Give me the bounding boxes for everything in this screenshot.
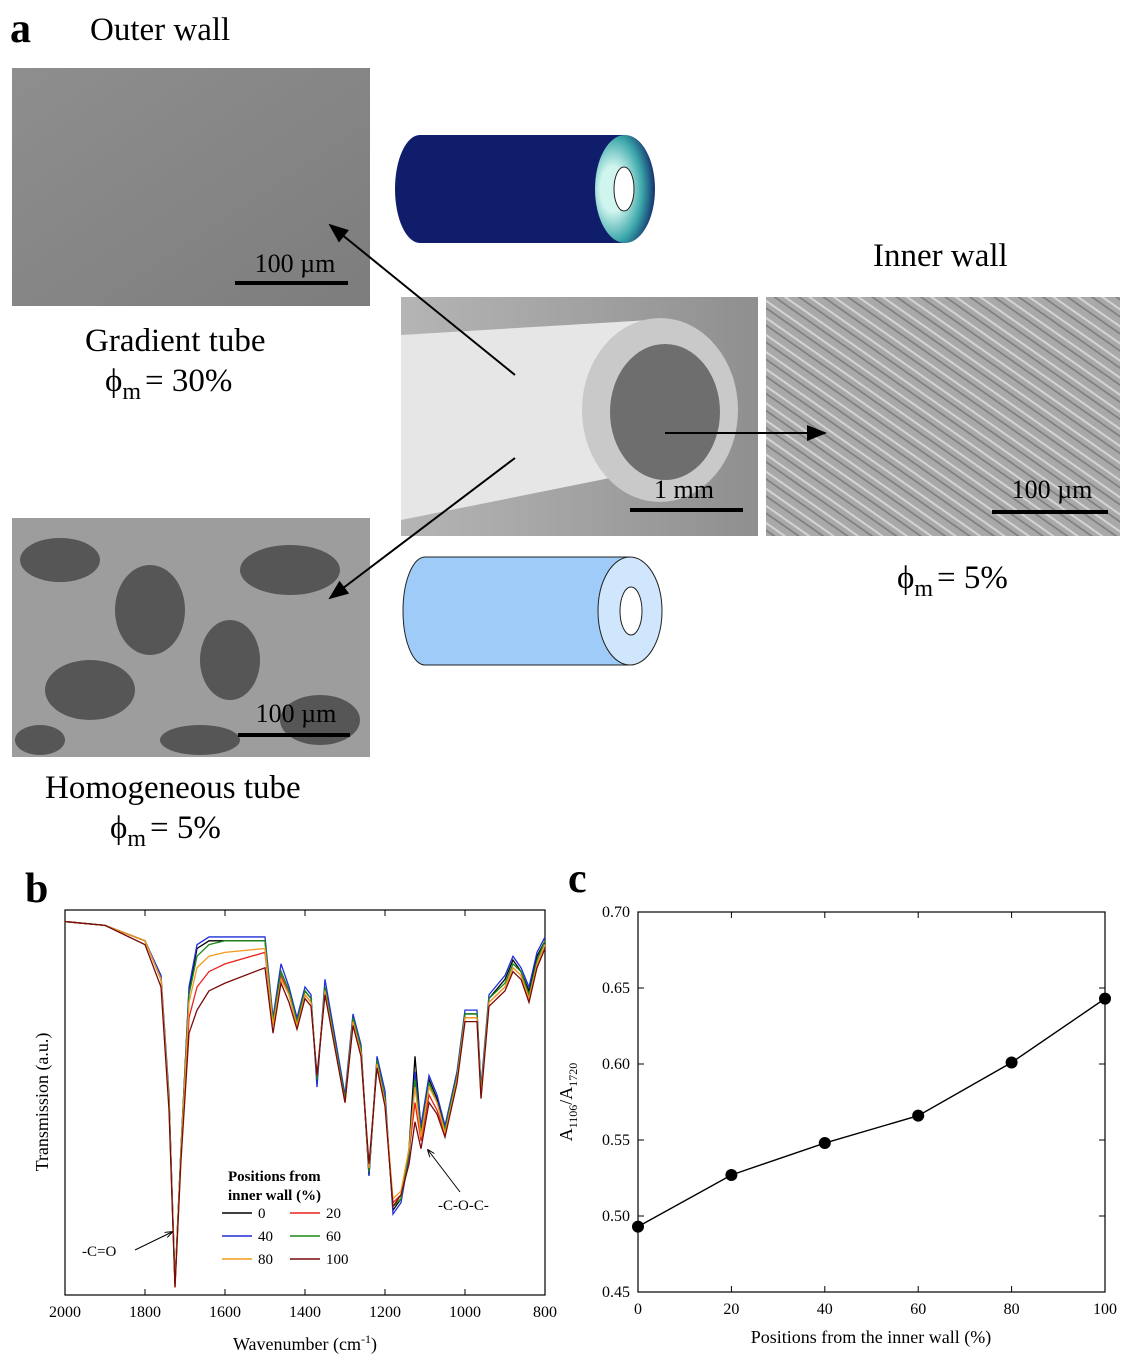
data-line xyxy=(65,922,545,1284)
y-label-sub: 1106 xyxy=(566,1105,580,1129)
data-point xyxy=(1006,1056,1018,1068)
x-tick-label: 60 xyxy=(910,1301,926,1318)
annotation: -C-O-C- xyxy=(438,1198,489,1214)
inner-wall-label: Inner wall xyxy=(873,238,1008,274)
legend-label: 20 xyxy=(326,1206,341,1222)
x-tick-label: 1000 xyxy=(449,1304,481,1321)
y-label-a: A xyxy=(556,1128,576,1141)
phi: ϕ xyxy=(105,363,122,399)
x-tick-label: 0 xyxy=(634,1301,642,1318)
data-line xyxy=(65,922,545,1284)
x-tick-label: 20 xyxy=(723,1301,739,1318)
x-tick-label: 1800 xyxy=(129,1304,161,1321)
phi-value: = 30% xyxy=(145,363,232,399)
x-label-text: Wavenumber (cm xyxy=(233,1334,361,1355)
legend-title: inner wall (%) xyxy=(228,1188,321,1204)
phi-value: = 5% xyxy=(150,810,221,846)
plot-frame xyxy=(65,910,545,1295)
outer-wall-label: Outer wall xyxy=(90,12,230,48)
phi-value: = 5% xyxy=(937,560,1008,596)
x-tick-label: 80 xyxy=(1004,1301,1020,1318)
annotation: -C=O xyxy=(82,1244,116,1260)
data-point xyxy=(725,1169,737,1181)
y-tick-label: 0.45 xyxy=(602,1284,630,1301)
page: {"panel_a": { "label": "a", "outer_wall"… xyxy=(0,0,1121,1357)
data-line xyxy=(638,999,1105,1227)
x-axis-label: Positions from the inner wall (%) xyxy=(751,1327,991,1348)
y-tick-label: 0.70 xyxy=(602,904,630,921)
y-tick-label: 0.50 xyxy=(602,1208,630,1225)
panel-a-images xyxy=(12,68,1120,757)
homogeneous-phi: ϕm= 5% xyxy=(110,810,221,852)
annotation-arrow xyxy=(428,1150,460,1192)
x-label-sup: -1 xyxy=(361,1332,371,1346)
x-label-close: ) xyxy=(371,1334,377,1355)
phi: ϕ xyxy=(110,810,127,846)
data-line xyxy=(65,922,545,1288)
x-tick-label: 40 xyxy=(817,1301,833,1318)
gradient-label: Gradient tube xyxy=(85,323,266,359)
x-tick-label: 2000 xyxy=(49,1304,81,1321)
data-line xyxy=(65,922,545,1284)
panel-label: a xyxy=(10,6,31,52)
annotation-arrow xyxy=(135,1232,172,1250)
y-label-slash: /A xyxy=(556,1087,576,1105)
homogeneous-label: Homogeneous tube xyxy=(45,770,301,806)
data-point xyxy=(912,1110,924,1122)
gradient-phi: ϕm= 30% xyxy=(105,363,232,405)
y-label-sub: 1720 xyxy=(566,1063,580,1087)
y-tick-label: 0.60 xyxy=(602,1056,630,1073)
data-point xyxy=(819,1137,831,1149)
subscript: m xyxy=(122,379,141,405)
x-tick-label: 1400 xyxy=(289,1304,321,1321)
scale-label: 100 µm xyxy=(256,699,337,728)
gradient-tube-bore xyxy=(614,167,634,211)
homogeneous-tube-bore xyxy=(620,587,642,635)
legend-label: 40 xyxy=(258,1229,273,1245)
homogeneous-tube-icon xyxy=(403,557,630,665)
x-axis-label: Wavenumber (cm-1) xyxy=(233,1332,377,1355)
scale-label: 1 mm xyxy=(654,475,714,504)
tube-bore xyxy=(610,344,720,480)
legend-label: 0 xyxy=(258,1206,266,1222)
phi: ϕ xyxy=(897,560,914,596)
subscript: m xyxy=(914,576,933,602)
data-line xyxy=(65,922,545,1288)
panel-label: b xyxy=(25,866,48,912)
y-tick-label: 0.55 xyxy=(602,1132,630,1149)
inner-phi: ϕm= 5% xyxy=(897,560,1008,602)
y-axis-label: Transmission (a.u.) xyxy=(32,1033,53,1172)
scale-label: 100 µm xyxy=(255,249,336,278)
gradient-tube-icon xyxy=(395,135,625,243)
x-tick-label: 1200 xyxy=(369,1304,401,1321)
x-tick-label: 1600 xyxy=(209,1304,241,1321)
data-point xyxy=(1099,993,1111,1005)
scale-label: 100 µm xyxy=(1012,475,1093,504)
data-line xyxy=(65,922,545,1284)
data-point xyxy=(632,1221,644,1233)
legend-title: Positions from xyxy=(228,1169,321,1185)
panel-label: c xyxy=(568,856,587,902)
subscript: m xyxy=(127,826,146,852)
legend-label: 80 xyxy=(258,1252,273,1268)
x-tick-label: 800 xyxy=(533,1304,557,1321)
figure: 100 µm 1 mm 100 µm 100 µm a Outer wall I… xyxy=(0,0,1121,1357)
plot-frame xyxy=(638,912,1105,1292)
x-tick-label: 100 xyxy=(1093,1301,1117,1318)
legend-label: 100 xyxy=(326,1252,349,1268)
legend-label: 60 xyxy=(326,1229,341,1245)
y-axis-label: A1106/A1720 xyxy=(556,1063,580,1142)
y-tick-label: 0.65 xyxy=(602,980,630,997)
